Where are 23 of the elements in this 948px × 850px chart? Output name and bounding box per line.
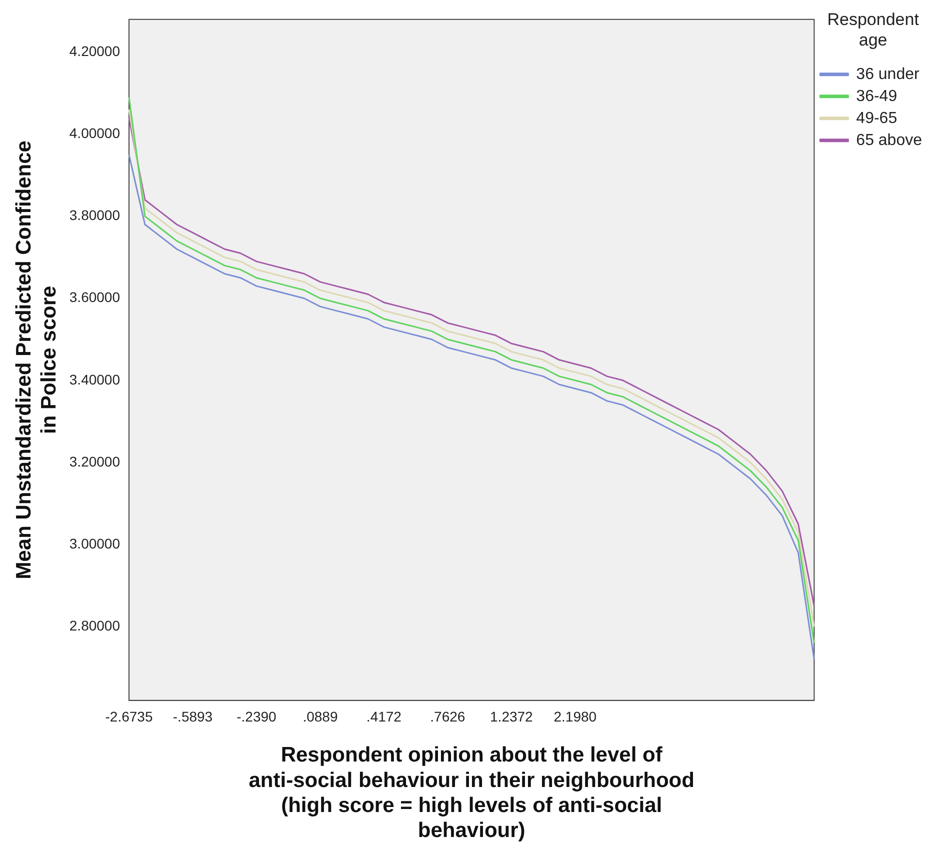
y-tick-label: 3.20000	[69, 453, 120, 470]
y-tick-label: 3.40000	[69, 371, 120, 388]
y-tick-label: 4.20000	[69, 43, 120, 60]
x-axis-title: Respondent opinion about the level of anti-social behaviour in their neighbourhood (high score = high levels of anti-social behaviour)	[248, 744, 694, 842]
y-tick-label: 3.80000	[69, 207, 120, 224]
legend-label: 36 under	[856, 66, 920, 83]
x-tick-label: .0889	[302, 708, 338, 725]
y-tick-label: 4.00000	[69, 125, 120, 142]
x-tick-label: .7626	[430, 708, 466, 725]
legend-label: 36-49	[856, 88, 898, 105]
legend-label: 65 above	[856, 132, 922, 149]
x-tick-label: 2.1980	[554, 708, 597, 725]
x-tick-label: -.2390	[236, 708, 277, 725]
x-tick-label: -2.6735	[105, 708, 153, 725]
x-tick-label: .4172	[366, 708, 402, 725]
legend-label: 49-65	[856, 110, 898, 127]
legend-title: Respondent age	[827, 10, 920, 50]
y-axis-title: Mean Unstandardized Predicted Confidence in Police score	[12, 140, 61, 580]
y-tick-label: 3.00000	[69, 535, 120, 552]
x-tick-label: -.5893	[172, 708, 213, 725]
y-tick-label: 3.60000	[69, 289, 120, 306]
y-tick-label: 2.80000	[69, 617, 120, 634]
x-tick-label: 1.2372	[490, 708, 534, 725]
